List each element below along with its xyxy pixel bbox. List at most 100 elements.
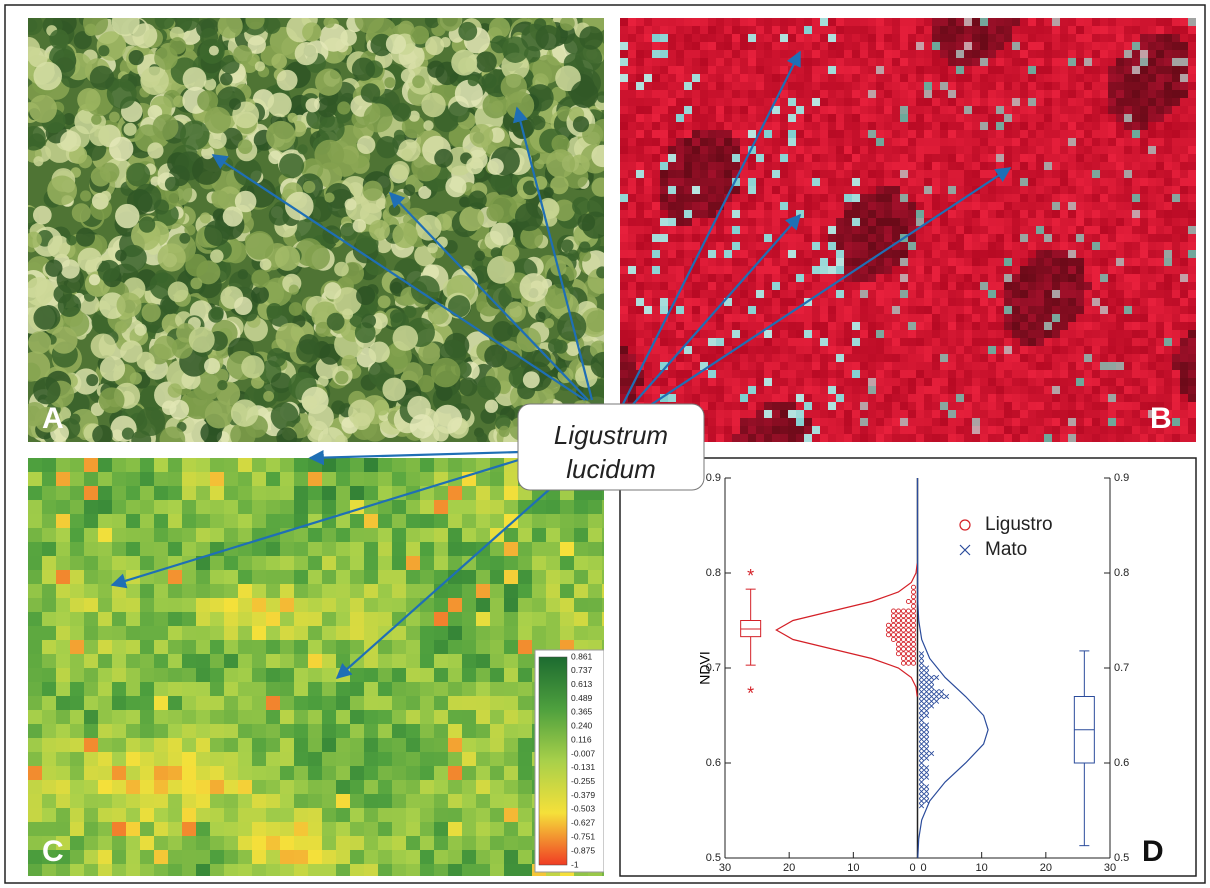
pixel	[916, 42, 924, 50]
pixel	[972, 58, 980, 66]
pixel	[1052, 18, 1060, 26]
pixel	[700, 394, 708, 402]
pixel	[804, 66, 812, 74]
pixel	[716, 170, 724, 178]
pixel	[908, 346, 916, 354]
pixel	[748, 218, 756, 226]
pixel	[1092, 42, 1100, 50]
pixel	[804, 434, 812, 442]
pixel	[788, 290, 796, 298]
pixel	[788, 82, 796, 90]
pixel	[732, 66, 740, 74]
pixel	[844, 114, 852, 122]
pixel	[940, 42, 948, 50]
pixel	[764, 98, 772, 106]
pixel	[972, 322, 980, 330]
pixel	[900, 370, 908, 378]
pixel	[1036, 314, 1044, 322]
pixel	[868, 338, 876, 346]
pixel	[1004, 194, 1012, 202]
pixel	[996, 130, 1004, 138]
pixel	[972, 378, 980, 386]
pixel	[644, 66, 652, 74]
pixel	[764, 226, 772, 234]
pixel	[980, 34, 988, 42]
pixel	[916, 338, 924, 346]
pixel	[972, 106, 980, 114]
pixel	[812, 162, 820, 170]
pixel	[812, 402, 820, 410]
pixel	[980, 50, 988, 58]
pixel	[916, 34, 924, 42]
pixel	[660, 34, 668, 42]
pixel	[1108, 42, 1116, 50]
pixel	[1108, 274, 1116, 282]
pixel	[828, 338, 836, 346]
pixel	[668, 178, 676, 186]
pixel	[940, 426, 948, 434]
pixel	[724, 338, 732, 346]
pixel	[788, 274, 796, 282]
pixel	[860, 26, 868, 34]
pixel	[732, 274, 740, 282]
pixel	[788, 402, 796, 410]
pixel	[860, 186, 868, 194]
pixel	[628, 354, 636, 362]
pixel	[1012, 250, 1020, 258]
pixel	[940, 354, 948, 362]
pixel	[996, 146, 1004, 154]
pixel	[964, 154, 972, 162]
pixel	[1020, 402, 1028, 410]
pixel	[700, 114, 708, 122]
pixel	[1036, 434, 1044, 442]
foliage	[308, 404, 334, 430]
pixel	[932, 282, 940, 290]
pixel	[700, 178, 708, 186]
pixel	[620, 122, 628, 130]
pixel	[1084, 426, 1092, 434]
pixel	[884, 330, 892, 338]
pixel	[1012, 98, 1020, 106]
pixel	[1036, 282, 1044, 290]
pixel	[1004, 250, 1012, 258]
pixel	[1060, 114, 1068, 122]
pixel	[852, 202, 860, 210]
pixel	[1076, 154, 1084, 162]
pixel	[772, 26, 780, 34]
pixel	[924, 194, 932, 202]
pixel	[852, 298, 860, 306]
pixel	[932, 410, 940, 418]
pixel	[844, 130, 852, 138]
pixel	[684, 138, 692, 146]
pixel	[812, 418, 820, 426]
pixel	[812, 186, 820, 194]
pixel	[1060, 50, 1068, 58]
pixel	[660, 146, 668, 154]
pixel	[836, 354, 844, 362]
pixel	[1068, 298, 1076, 306]
pixel	[996, 66, 1004, 74]
pixel	[948, 154, 956, 162]
pixel	[724, 18, 732, 26]
pixel	[924, 354, 932, 362]
pixel	[692, 114, 700, 122]
foliage	[544, 318, 554, 328]
pixel	[1100, 50, 1108, 58]
pixel	[644, 82, 652, 90]
pixel	[732, 210, 740, 218]
pixel	[1028, 130, 1036, 138]
pixel	[804, 362, 812, 370]
pixel	[828, 42, 836, 50]
pixel	[836, 18, 844, 26]
pixel	[644, 26, 652, 34]
pixel	[1020, 210, 1028, 218]
pixel	[916, 402, 924, 410]
pixel	[820, 354, 828, 362]
pixel	[932, 354, 940, 362]
pixel	[1044, 338, 1052, 346]
pixel	[1036, 218, 1044, 226]
pixel	[780, 106, 788, 114]
pixel	[1012, 18, 1020, 26]
pixel	[996, 250, 1004, 258]
pixel	[820, 362, 828, 370]
